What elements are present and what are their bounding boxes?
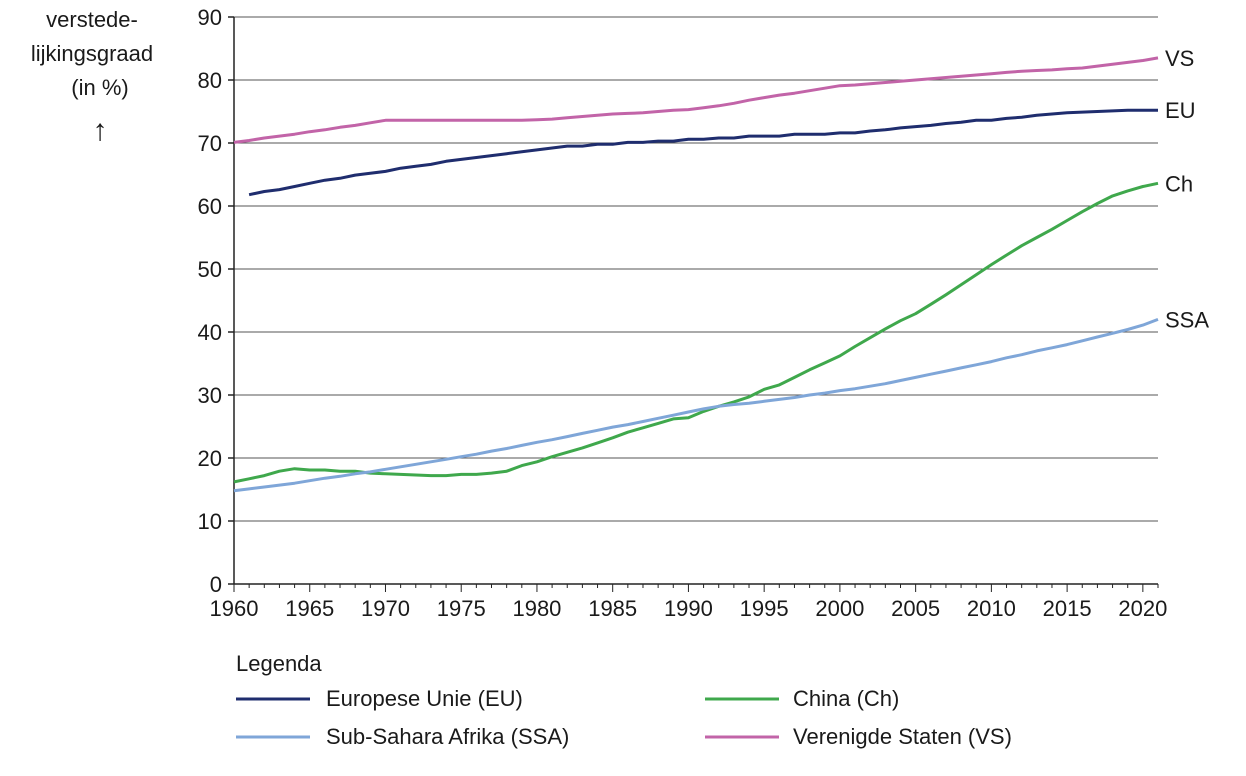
x-axis-ticks: 1960 1965 1970 1975 1980 1985 1990 1995 2000 2005…	[210, 584, 1167, 621]
series-line-ch	[233, 181, 1159, 484]
y-tick-label-0: 0	[210, 572, 222, 597]
axes	[233, 17, 1158, 585]
x-tick-label-1970: 1970	[361, 596, 410, 621]
x-tick-label-2015: 2015	[1043, 596, 1092, 621]
y-tick-label-90: 90	[198, 5, 222, 30]
end-label-eu: EU	[1165, 98, 1196, 123]
y-axis-ticks: 0 10 20 30 40 50 60 70 80 90	[198, 5, 234, 597]
legend: Legenda Europese Unie (EU) China (Ch) Sub-…	[236, 651, 1012, 749]
gridlines	[234, 16, 1158, 522]
series-end-labels: EU Ch SSA VS	[1165, 46, 1209, 332]
y-tick-label-40: 40	[198, 320, 222, 345]
y-tick-label-70: 70	[198, 131, 222, 156]
legend-label-ssa: Sub-Sahara Afrika (SSA)	[326, 724, 569, 749]
x-tick-label-1960: 1960	[210, 596, 259, 621]
legend-label-ch: China (Ch)	[793, 686, 899, 711]
y-axis-arrow: ↑	[93, 114, 108, 147]
x-tick-label-1985: 1985	[588, 596, 637, 621]
x-tick-label-2010: 2010	[967, 596, 1016, 621]
legend-title: Legenda	[236, 651, 322, 676]
end-label-ch: Ch	[1165, 171, 1193, 196]
legend-label-eu: Europese Unie (EU)	[326, 686, 523, 711]
legend-label-vs: Verenigde Staten (VS)	[793, 724, 1012, 749]
x-tick-label-1975: 1975	[437, 596, 486, 621]
end-label-ssa: SSA	[1165, 307, 1209, 332]
y-tick-label-20: 20	[198, 446, 222, 471]
series-line-vs	[233, 56, 1159, 144]
y-axis-title-line-3: (in %)	[71, 75, 128, 100]
series-line-eu	[248, 108, 1158, 197]
y-axis-title-line-2: lijkingsgraad	[31, 41, 153, 66]
series-lines	[233, 56, 1159, 493]
x-tick-label-1995: 1995	[740, 596, 789, 621]
y-tick-label-50: 50	[198, 257, 222, 282]
y-axis-title-line-1: verstede-	[46, 7, 138, 32]
y-tick-label-80: 80	[198, 68, 222, 93]
x-tick-label-2005: 2005	[891, 596, 940, 621]
x-tick-label-2000: 2000	[815, 596, 864, 621]
series-line-ssa	[233, 317, 1159, 493]
x-tick-label-2020: 2020	[1118, 596, 1167, 621]
y-axis-title: verstede- lijkingsgraad (in %) ↑	[31, 7, 153, 147]
y-tick-label-60: 60	[198, 194, 222, 219]
end-label-vs: VS	[1165, 46, 1194, 71]
y-tick-label-10: 10	[198, 509, 222, 534]
x-tick-label-1980: 1980	[512, 596, 561, 621]
x-tick-label-1990: 1990	[664, 596, 713, 621]
y-tick-label-30: 30	[198, 383, 222, 408]
x-tick-label-1965: 1965	[285, 596, 334, 621]
